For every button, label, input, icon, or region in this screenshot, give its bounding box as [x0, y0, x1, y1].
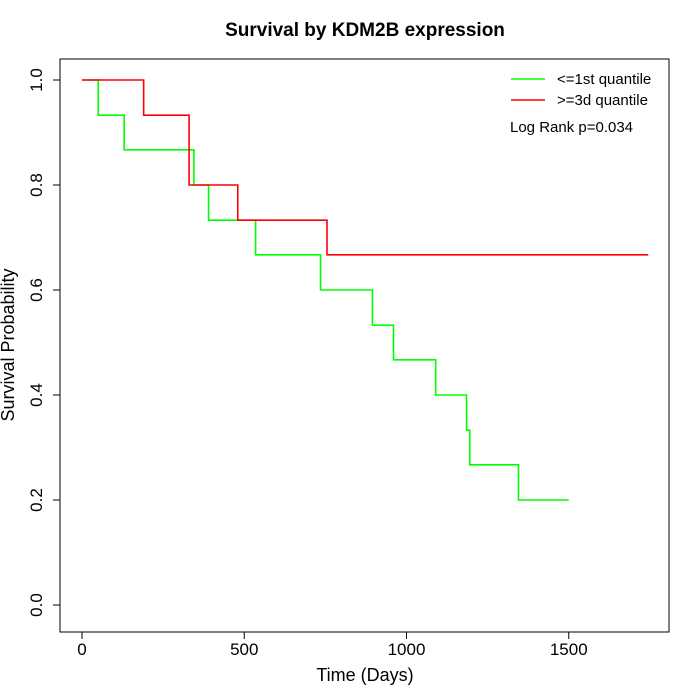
- legend: <=1st quantile >=3d quantile: [511, 71, 651, 109]
- y-tick-label: 0.4: [27, 383, 46, 407]
- legend-label-low-quantile: <=1st quantile: [557, 71, 651, 88]
- y-tick-label: 1.0: [27, 68, 46, 92]
- y-tick-label: 0.2: [27, 488, 46, 512]
- x-axis-label: Time (Days): [316, 665, 413, 685]
- y-tick-label: 0.0: [27, 593, 46, 617]
- survival-curve-low-quantile: [82, 79, 569, 501]
- series-layer: [82, 79, 649, 501]
- chart-title: Survival by KDM2B expression: [225, 20, 505, 41]
- survival-curve-high-quantile: [82, 79, 649, 256]
- legend-label-high-quantile: >=3d quantile: [557, 92, 648, 109]
- x-axis: 0 500 1000 1500: [77, 631, 588, 659]
- y-tick-label: 0.6: [27, 278, 46, 302]
- y-axis-label: Survival Probability: [0, 268, 18, 421]
- x-tick-label: 500: [230, 640, 258, 659]
- x-tick-label: 1000: [388, 640, 426, 659]
- x-tick-label: 0: [77, 640, 86, 659]
- y-axis: 0.0 0.2 0.4 0.6 0.8 1.0: [27, 68, 61, 617]
- y-tick-label: 0.8: [27, 173, 46, 197]
- log-rank-annotation: Log Rank p=0.034: [510, 119, 633, 136]
- x-tick-label: 1500: [550, 640, 588, 659]
